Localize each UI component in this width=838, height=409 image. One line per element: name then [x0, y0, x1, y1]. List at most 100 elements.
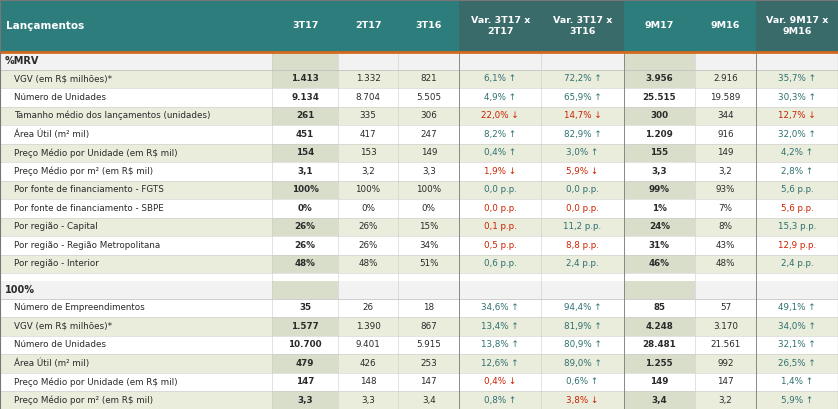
Text: Var. 3T17 x
2T17: Var. 3T17 x 2T17: [471, 16, 530, 36]
Text: 26,5% ↑: 26,5% ↑: [778, 359, 815, 368]
Text: 3.170: 3.170: [713, 322, 738, 331]
Text: Por região - Capital: Por região - Capital: [14, 222, 98, 231]
Text: 1.209: 1.209: [645, 130, 673, 139]
Text: 26%: 26%: [295, 222, 316, 231]
Text: 49,1% ↑: 49,1% ↑: [779, 303, 815, 312]
Text: Por região - Interior: Por região - Interior: [14, 259, 99, 268]
Text: 26%: 26%: [359, 222, 378, 231]
Text: 81,9% ↑: 81,9% ↑: [564, 322, 602, 331]
Bar: [272, 317, 338, 335]
Text: Por região - Região Metropolitana: Por região - Região Metropolitana: [14, 241, 160, 250]
Bar: [0, 373, 838, 391]
Text: Número de Unidades: Número de Unidades: [14, 93, 106, 102]
Text: 0,0 p.p.: 0,0 p.p.: [484, 185, 517, 194]
Text: 3.956: 3.956: [645, 74, 673, 83]
Text: 0,0 p.p.: 0,0 p.p.: [484, 204, 517, 213]
Text: 3T16: 3T16: [416, 22, 442, 31]
Text: 154: 154: [296, 148, 314, 157]
Bar: [0, 106, 838, 125]
Text: 12,9 p.p.: 12,9 p.p.: [778, 241, 816, 250]
Text: 0,5 p.p.: 0,5 p.p.: [484, 241, 517, 250]
Bar: [0, 0, 838, 52]
Text: 34%: 34%: [419, 241, 438, 250]
Bar: [623, 281, 695, 299]
Text: 344: 344: [717, 111, 734, 120]
Text: 0,6% ↑: 0,6% ↑: [566, 377, 598, 386]
Text: 147: 147: [296, 377, 314, 386]
Text: 149: 149: [421, 148, 437, 157]
Bar: [272, 281, 338, 299]
Text: 8,2% ↑: 8,2% ↑: [484, 130, 516, 139]
Text: Área Útil (m² mil): Área Útil (m² mil): [14, 359, 90, 368]
Text: 1,9% ↓: 1,9% ↓: [484, 167, 516, 176]
Text: Var. 9M17 x
9M16: Var. 9M17 x 9M16: [766, 16, 828, 36]
Bar: [541, 0, 623, 52]
Text: 9M16: 9M16: [711, 22, 740, 31]
Text: Preço Médio por m² (em R$ mil): Preço Médio por m² (em R$ mil): [14, 396, 153, 405]
Bar: [756, 0, 838, 52]
Bar: [623, 180, 695, 199]
Bar: [0, 70, 838, 88]
Bar: [0, 354, 838, 373]
Text: 5,6 p.p.: 5,6 p.p.: [780, 204, 814, 213]
Bar: [272, 70, 338, 88]
Text: 48%: 48%: [716, 259, 735, 268]
Text: 5.915: 5.915: [416, 340, 442, 349]
Text: 72,2% ↑: 72,2% ↑: [564, 74, 602, 83]
Text: 7%: 7%: [718, 204, 732, 213]
Text: Preço Médio por m² (em R$ mil): Preço Médio por m² (em R$ mil): [14, 166, 153, 176]
Text: 43%: 43%: [716, 241, 735, 250]
Bar: [272, 354, 338, 373]
Text: 300: 300: [650, 111, 669, 120]
Text: 57: 57: [720, 303, 731, 312]
Text: Número de Empreendimentos: Número de Empreendimentos: [14, 303, 145, 312]
Text: 48%: 48%: [295, 259, 316, 268]
Text: 451: 451: [296, 130, 314, 139]
Text: 100%: 100%: [5, 285, 35, 295]
Bar: [623, 391, 695, 409]
Bar: [0, 52, 838, 70]
Text: 94,4% ↑: 94,4% ↑: [564, 303, 602, 312]
Text: Preço Médio por Unidade (em R$ mil): Preço Médio por Unidade (em R$ mil): [14, 148, 178, 157]
Text: 26: 26: [363, 303, 374, 312]
Text: 26%: 26%: [359, 241, 378, 250]
Text: 51%: 51%: [419, 259, 438, 268]
Text: 14,7% ↓: 14,7% ↓: [564, 111, 602, 120]
Text: Preço Médio por Unidade (em R$ mil): Preço Médio por Unidade (em R$ mil): [14, 377, 178, 387]
Text: 9.401: 9.401: [355, 340, 380, 349]
Bar: [623, 317, 695, 335]
Text: 0,0 p.p.: 0,0 p.p.: [566, 185, 599, 194]
Bar: [0, 236, 838, 254]
Text: 100%: 100%: [292, 185, 318, 194]
Text: 35: 35: [299, 303, 311, 312]
Text: 426: 426: [360, 359, 376, 368]
Bar: [0, 335, 838, 354]
Text: 3,1: 3,1: [297, 167, 313, 176]
Text: Por fonte de financiamento - SBPE: Por fonte de financiamento - SBPE: [14, 204, 163, 213]
Text: 10.700: 10.700: [288, 340, 322, 349]
Bar: [0, 254, 838, 273]
Bar: [0, 180, 838, 199]
Bar: [0, 299, 838, 317]
Text: 34,0% ↑: 34,0% ↑: [778, 322, 816, 331]
Text: %MRV: %MRV: [5, 56, 39, 66]
Text: Tamanho médio dos lançamentos (unidades): Tamanho médio dos lançamentos (unidades): [14, 111, 210, 121]
Text: 2,4 p.p.: 2,4 p.p.: [780, 259, 813, 268]
Bar: [0, 88, 838, 106]
Text: 0,0 p.p.: 0,0 p.p.: [566, 204, 599, 213]
Text: 25.515: 25.515: [643, 93, 676, 102]
Text: 3,2: 3,2: [361, 167, 375, 176]
Text: 2,8% ↑: 2,8% ↑: [781, 167, 813, 176]
Bar: [0, 125, 838, 144]
Text: 3,8% ↓: 3,8% ↓: [566, 396, 598, 405]
Text: Número de Unidades: Número de Unidades: [14, 340, 106, 349]
Text: 479: 479: [296, 359, 314, 368]
Bar: [0, 144, 838, 162]
Text: 148: 148: [360, 377, 376, 386]
Bar: [459, 0, 541, 52]
Text: 100%: 100%: [355, 185, 380, 194]
Text: 8,8 p.p.: 8,8 p.p.: [566, 241, 599, 250]
Text: 821: 821: [421, 74, 437, 83]
Text: 26%: 26%: [295, 241, 316, 250]
Text: 82,9% ↑: 82,9% ↑: [564, 130, 602, 139]
